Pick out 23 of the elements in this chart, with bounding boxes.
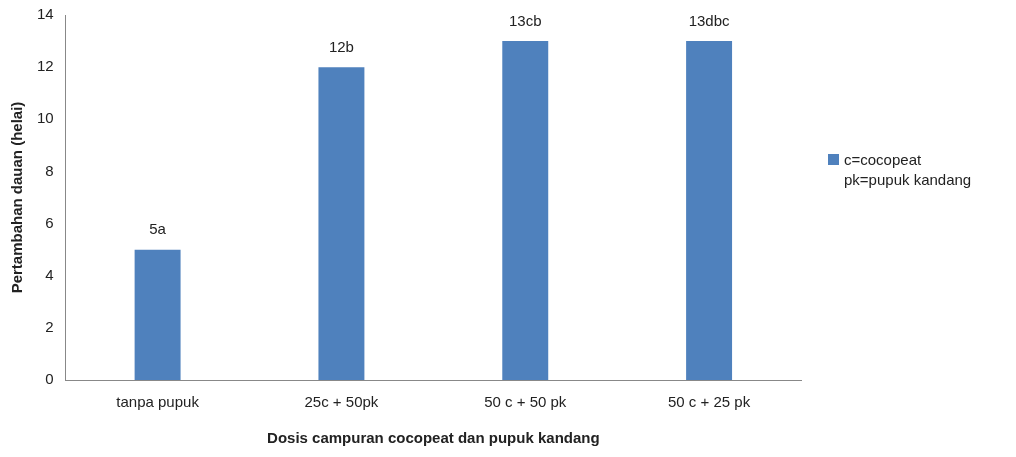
x-tick-label: 25c + 50pk	[304, 393, 379, 411]
bar	[134, 249, 181, 380]
data-label: 12b	[328, 37, 354, 55]
y-tick-label: 10	[37, 109, 54, 127]
y-tick-label: 12	[37, 57, 54, 75]
x-tick-label: tanpa pupuk	[116, 393, 200, 411]
bar	[318, 67, 365, 380]
y-tick-label: 0	[45, 370, 54, 388]
data-label: 5a	[149, 220, 167, 238]
data-label: 13cb	[508, 11, 542, 29]
x-tick-label: 50 c + 25 pk	[668, 393, 751, 411]
data-label: 13dbc	[688, 11, 731, 29]
x-axis-title: Dosis campuran cocopeat dan pupuk kandang	[267, 429, 600, 447]
legend-label: c=cocopeat pk=pupuk kandang	[844, 150, 972, 190]
y-tick-label: 6	[45, 213, 54, 231]
x-tick-label: 50 c + 50 pk	[484, 393, 567, 411]
y-tick-label: 14	[37, 5, 54, 23]
bar	[502, 41, 549, 380]
bar	[686, 41, 733, 380]
y-tick-label: 2	[45, 318, 54, 335]
y-tick-label: 8	[45, 161, 54, 179]
y-tick-label: 4	[45, 265, 54, 283]
y-axis-title: Pertambahan dauan (helai)	[8, 101, 26, 294]
